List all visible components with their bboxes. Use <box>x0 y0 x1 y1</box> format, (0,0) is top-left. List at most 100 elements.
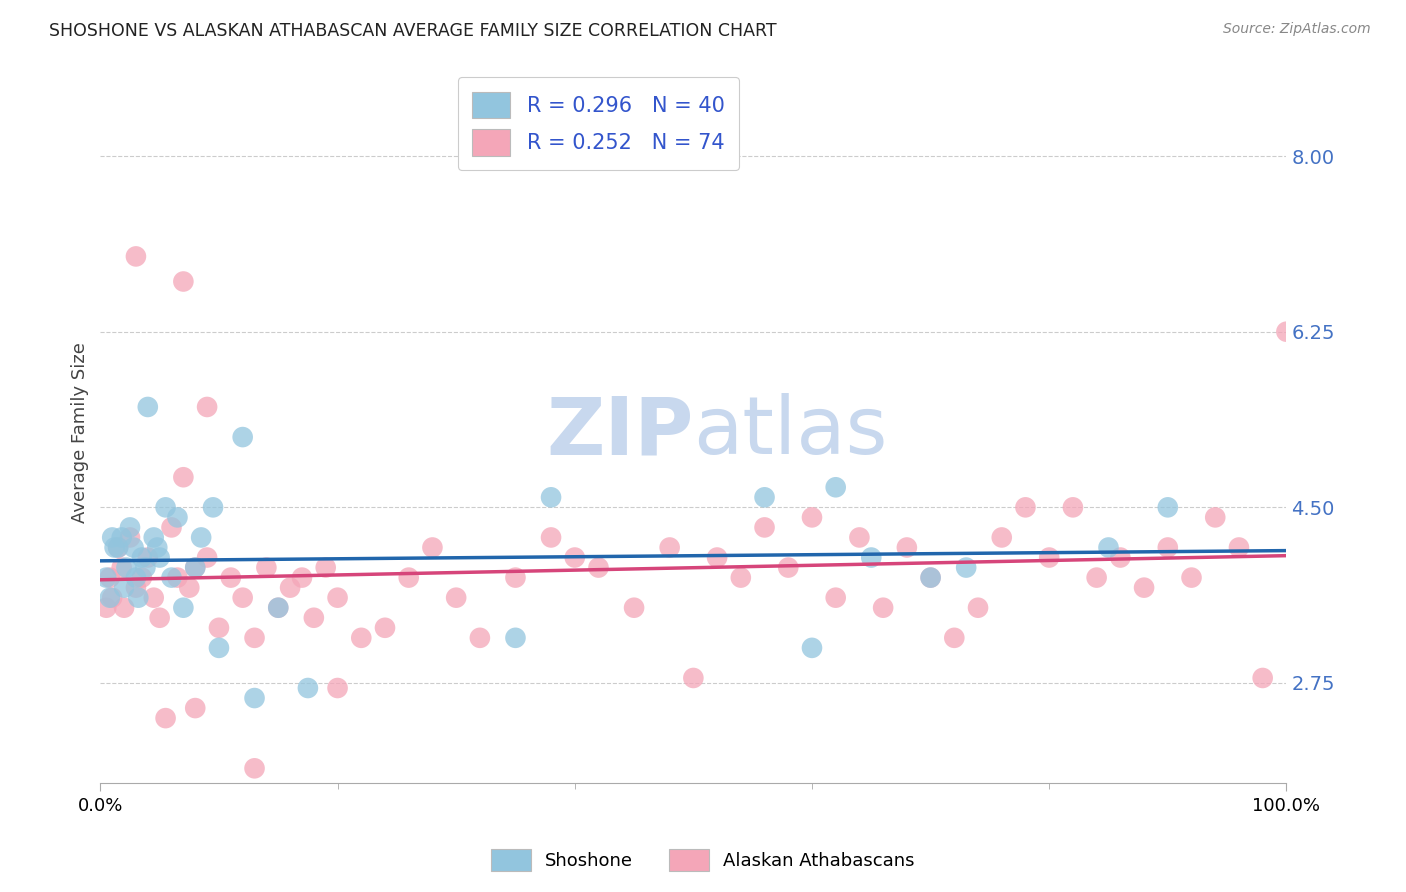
Point <box>824 480 846 494</box>
Point <box>160 571 183 585</box>
Point <box>103 541 125 555</box>
Point <box>232 591 254 605</box>
Point <box>125 249 148 263</box>
Point <box>297 681 319 695</box>
Point <box>291 571 314 585</box>
Point <box>896 541 918 555</box>
Point <box>468 631 491 645</box>
Point <box>134 560 156 574</box>
Point <box>118 520 141 534</box>
Point <box>658 541 681 555</box>
Point <box>184 560 207 574</box>
Point <box>254 560 277 574</box>
Point <box>267 600 290 615</box>
Point <box>172 600 194 615</box>
Point <box>101 591 124 605</box>
Point <box>172 275 194 289</box>
Point <box>990 531 1012 545</box>
Point <box>155 711 177 725</box>
Point <box>1097 541 1119 555</box>
Point <box>172 470 194 484</box>
Point <box>540 491 562 505</box>
Text: ZIP: ZIP <box>546 393 693 471</box>
Point <box>860 550 883 565</box>
Point <box>107 541 129 555</box>
Point <box>315 560 337 574</box>
Point <box>801 510 824 524</box>
Point <box>422 541 444 555</box>
Point <box>96 571 118 585</box>
Point <box>243 761 266 775</box>
Point <box>184 560 207 574</box>
Point <box>112 581 135 595</box>
Point <box>98 571 121 585</box>
Point <box>730 571 752 585</box>
Point <box>1251 671 1274 685</box>
Point <box>195 550 218 565</box>
Point <box>115 560 138 574</box>
Point <box>96 600 118 615</box>
Point <box>118 531 141 545</box>
Point <box>588 560 610 574</box>
Point <box>111 560 134 574</box>
Point <box>1109 550 1132 565</box>
Legend: R = 0.296   N = 40, R = 0.252   N = 74: R = 0.296 N = 40, R = 0.252 N = 74 <box>458 77 740 170</box>
Point <box>326 681 349 695</box>
Point <box>1133 581 1156 595</box>
Point <box>682 671 704 685</box>
Point <box>350 631 373 645</box>
Point <box>706 550 728 565</box>
Point <box>540 531 562 545</box>
Point <box>943 631 966 645</box>
Point <box>149 611 172 625</box>
Point <box>1227 541 1250 555</box>
Point <box>967 600 990 615</box>
Point <box>848 531 870 545</box>
Point <box>1085 571 1108 585</box>
Point <box>166 571 188 585</box>
Point <box>112 600 135 615</box>
Point <box>1014 500 1036 515</box>
Point <box>131 571 153 585</box>
Point <box>1275 325 1298 339</box>
Point <box>1157 500 1180 515</box>
Point <box>267 600 290 615</box>
Point <box>955 560 977 574</box>
Point <box>101 531 124 545</box>
Point <box>243 631 266 645</box>
Point <box>505 631 527 645</box>
Point <box>778 560 800 574</box>
Point <box>166 510 188 524</box>
Point <box>195 400 218 414</box>
Point <box>208 640 231 655</box>
Point <box>98 591 121 605</box>
Point <box>190 531 212 545</box>
Point <box>149 550 172 565</box>
Point <box>219 571 242 585</box>
Point <box>208 621 231 635</box>
Point <box>754 520 776 534</box>
Point <box>505 571 527 585</box>
Point <box>184 701 207 715</box>
Point <box>564 550 586 565</box>
Point <box>754 491 776 505</box>
Point <box>125 581 148 595</box>
Point <box>127 591 149 605</box>
Point <box>232 430 254 444</box>
Point <box>1062 500 1084 515</box>
Point <box>872 600 894 615</box>
Point <box>1157 541 1180 555</box>
Point <box>122 541 145 555</box>
Point <box>278 581 301 595</box>
Text: Source: ZipAtlas.com: Source: ZipAtlas.com <box>1223 22 1371 37</box>
Point <box>398 571 420 585</box>
Point <box>1038 550 1060 565</box>
Point <box>920 571 942 585</box>
Point <box>136 400 159 414</box>
Point <box>125 571 148 585</box>
Point <box>179 581 201 595</box>
Point <box>444 591 467 605</box>
Point <box>623 600 645 615</box>
Point <box>131 550 153 565</box>
Point <box>155 500 177 515</box>
